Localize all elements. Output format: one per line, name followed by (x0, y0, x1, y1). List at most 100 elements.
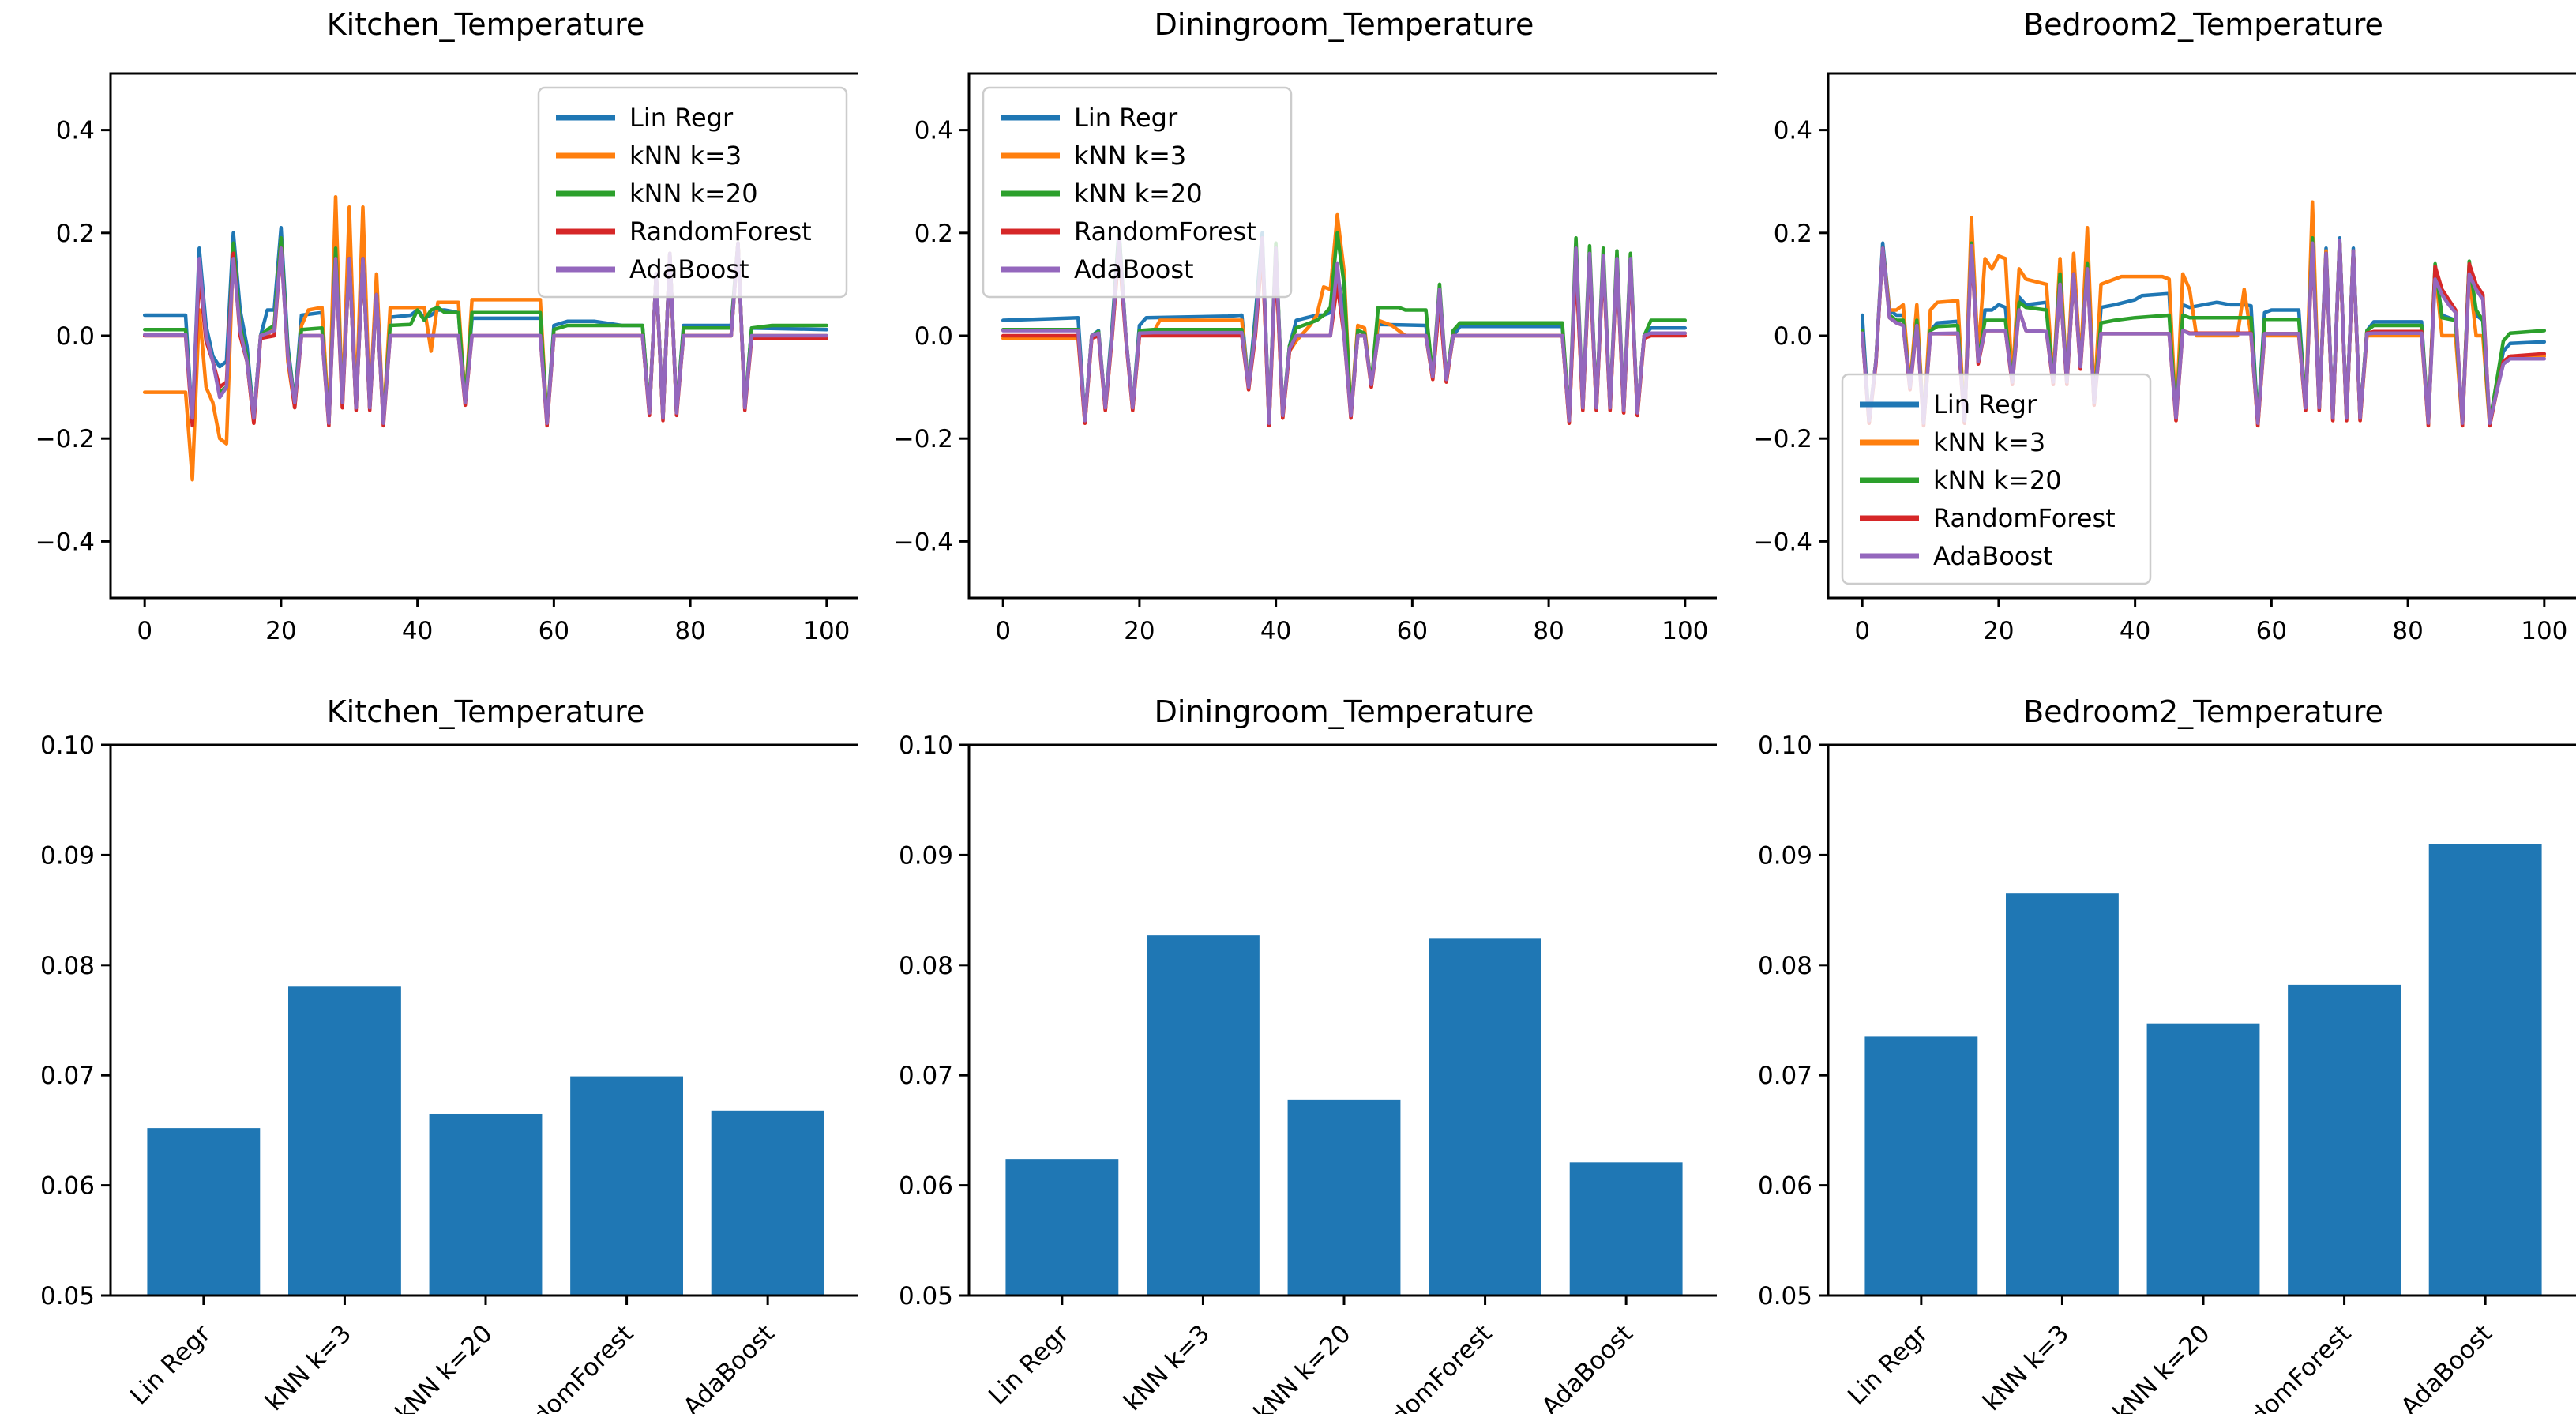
bar-knn-k-20 (1287, 1099, 1401, 1296)
x-tick-label: 60 (1397, 617, 1428, 645)
y-tick-label: 0.09 (1758, 841, 1812, 870)
legend-label-knn-k-3: kNN k=3 (1933, 427, 2045, 457)
y-tick-label: 0.0 (914, 322, 953, 351)
bar-adaboost (2428, 844, 2542, 1296)
y-tick-label: 0.07 (899, 1062, 953, 1090)
legend-label-randomforest: RandomForest (1933, 503, 2116, 533)
bar-randomforest (2288, 984, 2401, 1296)
plot-area (142, 194, 829, 482)
chart-title: Bedroom2_Temperature (2023, 7, 2383, 42)
legend-label-knn-k-20: kNN k=20 (1933, 465, 2062, 495)
x-tick-label: 0 (1854, 617, 1870, 645)
y-tick-label: 0.06 (1758, 1172, 1812, 1201)
x-category-label-randomforest: RandomForest (1353, 1319, 1497, 1414)
y-tick-label: 0.06 (899, 1172, 953, 1201)
axes-border (109, 72, 858, 600)
x-category-label-lin-regr: Lin Regr (983, 1319, 1074, 1410)
x-tick-label: 80 (1533, 617, 1564, 645)
x-tick-label: 80 (674, 617, 705, 645)
y-tick-label: 0.05 (1758, 1282, 1812, 1311)
x-tick-label: 0 (995, 617, 1011, 645)
y-tick-label: 0.0 (56, 322, 95, 351)
y-tick-label: 0.4 (56, 117, 95, 145)
x-category-label-knn-k-20: kNN k=20 (2108, 1319, 2216, 1414)
legend-label-randomforest: RandomForest (629, 216, 812, 246)
plot-area (1860, 200, 2547, 428)
line-series-adaboost (1860, 239, 2547, 425)
x-category-label-randomforest: RandomForest (2212, 1319, 2356, 1414)
legend-label-adaboost: AdaBoost (629, 254, 749, 284)
subplot-kitchen-line: −0.4 −0.2 0.0 0.2 0.4 0 20 40 60 80 100 Kitchen_Tem… (0, 0, 858, 687)
x-tick-label: 20 (1124, 617, 1155, 645)
y-tick-label: 0.10 (899, 731, 953, 760)
x-category-label-knn-k-3: kNN k=3 (1977, 1319, 2075, 1414)
legend-label-randomforest: RandomForest (1074, 216, 1256, 246)
x-tick-label: 100 (803, 617, 850, 645)
legend-label-knn-k-20: kNN k=20 (629, 179, 758, 209)
legend: Lin Regr kNN k=3 kNN k=20 RandomForest AdaBo… (1841, 373, 2152, 585)
y-tick-label: 0.07 (40, 1062, 95, 1090)
x-tick-label: 0 (137, 617, 152, 645)
bedroom2-bar-chart: 0.05 0.06 0.07 0.08 0.09 0.10 Lin Regr kNN k=3 k… (1758, 694, 2576, 1414)
line-series-adaboost (1001, 236, 1688, 425)
y-tick-label: 0.08 (40, 952, 95, 980)
bar-knn-k-3 (288, 986, 401, 1296)
bar-lin-regr (1005, 1159, 1119, 1296)
axes-border (109, 743, 858, 1297)
legend-label-adaboost: AdaBoost (1933, 541, 2053, 571)
subplot-bedroom2-bar: 0.05 0.06 0.07 0.08 0.09 0.10 Lin Regr kNN k=3 k… (1718, 687, 2576, 1414)
kitchen-bar-chart: 0.05 0.06 0.07 0.08 0.09 0.10 Lin Regr kNN k=3 k… (40, 694, 858, 1414)
y-tick-label: −0.4 (1753, 528, 1812, 556)
axes-border (1827, 72, 2576, 600)
legend-label-lin-regr: Lin Regr (1933, 389, 2037, 419)
legend-label-lin-regr: Lin Regr (629, 103, 734, 133)
kitchen-line-chart: −0.4 −0.2 0.0 0.2 0.4 0 20 40 60 80 100 Kitchen_Tem… (36, 7, 858, 645)
y-tick-label: 0.05 (899, 1282, 953, 1311)
bar-knn-k-20 (2146, 1023, 2260, 1296)
chart-title: Diningroom_Temperature (1155, 694, 1534, 729)
x-tick-label: 80 (2392, 617, 2423, 645)
x-category-label-lin-regr: Lin Regr (125, 1319, 216, 1410)
x-category-label-knn-k-20: kNN k=20 (1249, 1319, 1357, 1414)
chart-title: Diningroom_Temperature (1155, 7, 1534, 42)
line-series-adaboost (142, 241, 829, 425)
y-tick-label: 0.06 (40, 1172, 95, 1201)
y-tick-label: 0.0 (1774, 322, 1812, 351)
legend-label-knn-k-3: kNN k=3 (629, 141, 742, 171)
y-tick-label: −0.2 (894, 425, 953, 453)
x-category-label-knn-k-20: kNN k=20 (390, 1319, 498, 1414)
legend: Lin Regr kNN k=3 kNN k=20 RandomForest AdaBo… (982, 86, 1293, 299)
bar-knn-k-20 (429, 1113, 543, 1296)
y-tick-label: 0.10 (1758, 731, 1812, 760)
diningroom-bar-chart: 0.05 0.06 0.07 0.08 0.09 0.10 Lin Regr kNN k=3 k… (899, 694, 1717, 1414)
legend-label-lin-regr: Lin Regr (1074, 103, 1178, 133)
axes-border (967, 72, 1717, 600)
y-tick-label: 0.08 (899, 952, 953, 980)
y-tick-label: −0.2 (1753, 425, 1812, 453)
chart-title: Kitchen_Temperature (327, 7, 645, 42)
x-category-label-randomforest: RandomForest (494, 1319, 639, 1414)
y-tick-label: 0.09 (899, 841, 953, 870)
x-tick-label: 40 (402, 617, 433, 645)
x-tick-label: 40 (1260, 617, 1291, 645)
x-tick-label: 60 (2256, 617, 2287, 645)
y-tick-label: 0.4 (914, 117, 953, 145)
plot-area (1001, 212, 1688, 428)
y-tick-label: −0.2 (36, 425, 95, 453)
legend-label-knn-k-20: kNN k=20 (1074, 179, 1203, 209)
bar-randomforest (570, 1076, 683, 1296)
subplot-bedroom2-line: −0.4 −0.2 0.0 0.2 0.4 0 20 40 60 80 100 Bedroom2_Te… (1718, 0, 2576, 687)
axes-border (967, 743, 1717, 1297)
subplot-diningroom-line: −0.4 −0.2 0.0 0.2 0.4 0 20 40 60 80 100 Diningroom_… (858, 0, 1717, 687)
y-tick-label: 0.08 (1758, 952, 1812, 980)
x-tick-label: 100 (1662, 617, 1708, 645)
y-tick-label: 0.10 (40, 731, 95, 760)
x-category-label-adaboost: AdaBoost (2396, 1319, 2498, 1414)
bar-knn-k-3 (1147, 935, 1260, 1296)
y-tick-label: 0.2 (56, 220, 95, 248)
legend-box (537, 86, 848, 299)
x-tick-label: 60 (539, 617, 569, 645)
x-category-label-lin-regr: Lin Regr (1842, 1319, 1933, 1410)
legend-label-adaboost: AdaBoost (1074, 254, 1194, 284)
